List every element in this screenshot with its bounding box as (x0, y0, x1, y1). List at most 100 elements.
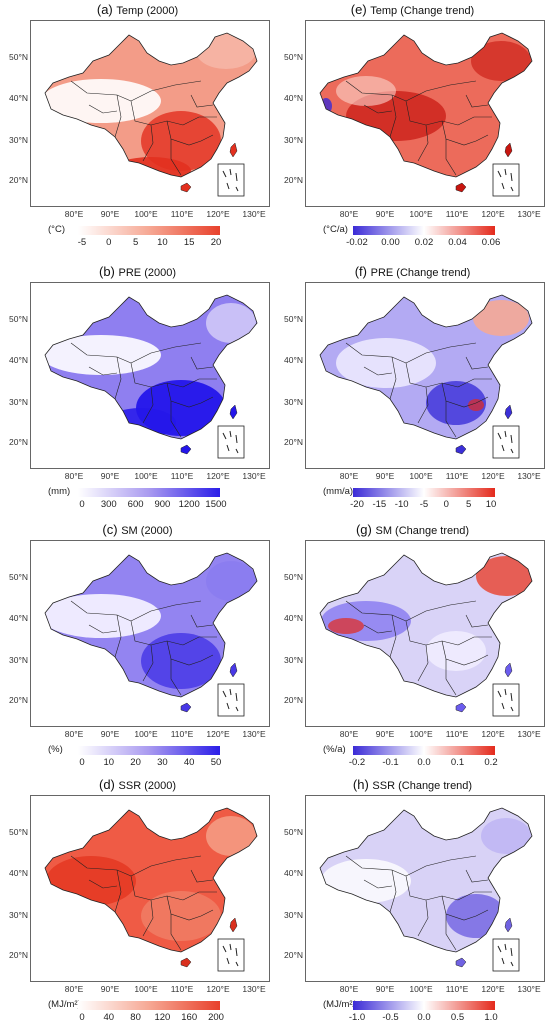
colorbar-tick-label: 0.04 (448, 237, 467, 248)
panel-label: (g) (355, 522, 372, 537)
lon-tick-label: 120°E (206, 471, 230, 481)
hainan-island (180, 702, 192, 713)
lat-tick-label: 30°N (284, 397, 303, 407)
colorbar (78, 226, 220, 235)
lon-tick-label: 130°E (242, 729, 266, 739)
colorbar-tick-label: -0.2 (348, 757, 366, 768)
colorbar-tick-label: 10 (157, 237, 168, 248)
map-frame (305, 282, 545, 469)
china-outline (44, 807, 258, 953)
province-boundaries (70, 342, 217, 438)
lon-tick-label: 110°E (445, 209, 469, 219)
lat-tick-label: 40°N (284, 355, 303, 365)
south-china-sea-inset (492, 163, 520, 197)
lon-tick-label: 100°E (134, 729, 158, 739)
lat-tick-label: 40°N (9, 868, 28, 878)
lat-tick-label: 20°N (9, 175, 28, 185)
province-boundaries (345, 80, 492, 176)
lon-tick-label: 120°E (481, 471, 505, 481)
hainan-island (455, 702, 467, 713)
map-frame (30, 282, 270, 469)
lon-tick-label: 80°E (339, 471, 359, 481)
colorbar-tick-label: 0.2 (484, 757, 498, 768)
hainan-island (180, 182, 192, 193)
china-outline (44, 32, 258, 178)
lon-tick-label: 130°E (242, 209, 266, 219)
colorbar-tick-label: 50 (210, 757, 222, 768)
taiwan-island (504, 662, 513, 678)
south-china-sea-inset (492, 683, 520, 717)
lon-tick-label: 130°E (517, 984, 541, 994)
map-frame (305, 795, 545, 982)
lat-tick-label: 40°N (284, 868, 303, 878)
map-panel: (e) Temp (Change trend) 50°N 40°N 30°N 20°N… (275, 0, 550, 258)
panel-label: (c) (102, 522, 118, 537)
colorbar-unit: (MJ/m²/a) (323, 999, 364, 1010)
colorbar-unit: (%/a) (323, 744, 346, 755)
panel-title-text: Temp (Change trend) (370, 5, 475, 17)
lon-tick-label: 120°E (206, 209, 230, 219)
colorbar-tick-label: 1500 (205, 499, 227, 510)
colorbar-unit: (MJ/m²) (48, 999, 81, 1010)
colorbar-tick-label: 900 (154, 499, 171, 510)
map-panel: (c) SM (2000) 50°N 40°N 30°N 20°N 80°E 90°E 10… (0, 520, 275, 778)
colorbar-tick-label: 0.0 (417, 1012, 431, 1023)
lat-tick-label: 20°N (284, 950, 303, 960)
panel-title-text: PRE (Change trend) (370, 267, 471, 279)
lat-tick-label: 30°N (9, 397, 28, 407)
colorbar-tick-label: -15 (372, 499, 387, 510)
lat-tick-label: 40°N (284, 613, 303, 623)
colorbar-tick-label: 160 (181, 1012, 198, 1023)
taiwan-island (504, 142, 513, 158)
colorbar-tick-label: 20 (130, 757, 141, 768)
colorbar-tick-label: -0.5 (382, 1012, 399, 1023)
colorbar-unit: (%) (48, 744, 63, 755)
colorbar-tick-label: -20 (350, 499, 364, 510)
colorbar (353, 226, 495, 235)
colorbar-tick-label: 0.1 (450, 757, 465, 768)
lon-tick-label: 90°E (100, 984, 120, 994)
lon-tick-label: 110°E (445, 729, 469, 739)
china-outline (44, 552, 258, 698)
panel-title-text: SSR (2000) (118, 780, 176, 792)
colorbar-tick-label: 0 (443, 499, 449, 510)
panel-title: (f) PRE (Change trend) (275, 264, 550, 279)
china-outline (319, 807, 533, 953)
colorbar-tick-label: 10 (103, 757, 115, 768)
lon-tick-label: 100°E (409, 209, 433, 219)
map-panel: (d) SSR (2000) 50°N 40°N 30°N 20°N 80°E 90°E 1… (0, 775, 275, 1033)
panel-label: (a) (96, 2, 113, 17)
lat-tick-label: 20°N (9, 695, 28, 705)
panel-title: (d) SSR (2000) (0, 777, 275, 792)
south-china-sea-inset (217, 163, 245, 197)
taiwan-island (229, 404, 238, 420)
colorbar-tick-label: 80 (130, 1012, 141, 1023)
colorbar-tick-label: 0.02 (414, 237, 434, 248)
panel-title: (e) Temp (Change trend) (275, 2, 550, 17)
china-outline (44, 294, 258, 440)
colorbar-tick-label: 0.0 (417, 757, 431, 768)
lon-tick-label: 120°E (481, 729, 505, 739)
south-china-sea-inset (217, 683, 245, 717)
lon-tick-label: 120°E (481, 984, 505, 994)
lon-tick-label: 80°E (64, 984, 84, 994)
lat-tick-label: 20°N (284, 175, 303, 185)
lon-tick-label: 120°E (481, 209, 505, 219)
colorbar (78, 746, 220, 755)
taiwan-island (229, 662, 238, 678)
lon-tick-label: 110°E (170, 729, 194, 739)
lon-tick-label: 80°E (64, 471, 84, 481)
province-boundaries (345, 855, 492, 951)
lon-tick-label: 100°E (134, 471, 158, 481)
lat-tick-label: 50°N (9, 827, 28, 837)
colorbar-tick-label: -0.1 (382, 757, 399, 768)
lat-tick-label: 20°N (9, 437, 28, 447)
province-boundaries (70, 855, 217, 951)
hainan-island (180, 444, 192, 455)
lon-tick-label: 130°E (517, 729, 541, 739)
colorbar (353, 746, 495, 755)
lat-tick-label: 50°N (9, 52, 28, 62)
colorbar-tick-label: 10 (485, 499, 497, 510)
lat-tick-label: 40°N (284, 93, 303, 103)
colorbar (353, 488, 495, 497)
